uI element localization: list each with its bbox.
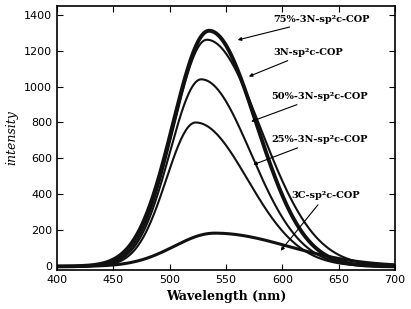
Text: 25%-3N-sp²c-COP: 25%-3N-sp²c-COP: [254, 135, 367, 165]
Text: 50%-3N-sp²c-COP: 50%-3N-sp²c-COP: [252, 92, 368, 121]
Text: 3C-sp²c-COP: 3C-sp²c-COP: [282, 191, 360, 250]
Y-axis label: intensity: intensity: [6, 110, 18, 165]
Text: 75%-3N-sp²c-COP: 75%-3N-sp²c-COP: [239, 15, 370, 40]
Text: 3N-sp²c-COP: 3N-sp²c-COP: [250, 48, 343, 76]
X-axis label: Wavelength (nm): Wavelength (nm): [166, 290, 286, 303]
